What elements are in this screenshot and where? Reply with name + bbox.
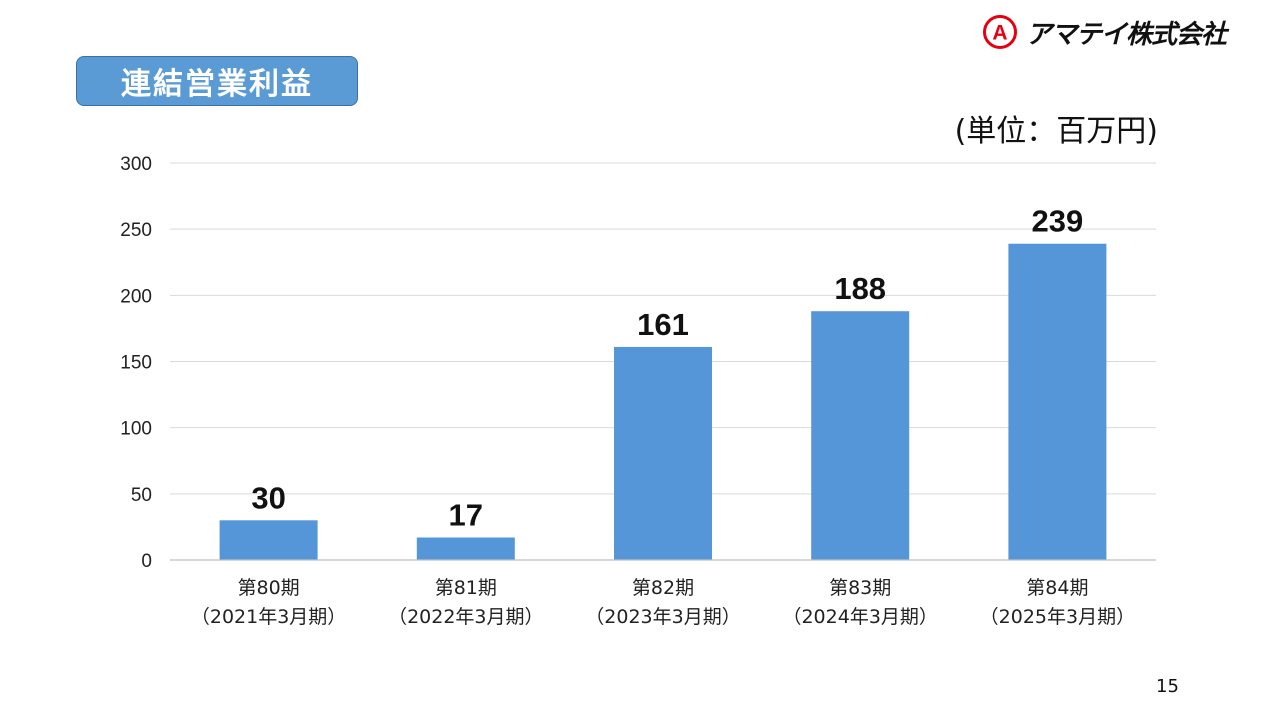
x-tick-label: 第83期 [829, 577, 891, 599]
y-tick-label: 50 [131, 485, 152, 506]
x-tick-sublabel: （2025年3月期） [980, 606, 1135, 628]
x-tick-sublabel: （2024年3月期） [782, 606, 937, 628]
page-title: 連結営業利益 [121, 67, 313, 102]
logo-text: アマテイ株式会社 [1026, 19, 1227, 50]
bar [1008, 243, 1107, 560]
page-number: 15 [1156, 676, 1179, 697]
x-tick-sublabel: （2021年3月期） [191, 606, 346, 628]
title-banner: 連結営業利益 [76, 56, 358, 106]
data-label: 161 [637, 307, 689, 342]
bar [614, 346, 712, 560]
y-tick-label: 300 [120, 154, 152, 175]
bar [416, 537, 515, 560]
y-tick-label: 100 [120, 419, 152, 440]
x-tick-label: 第82期 [632, 577, 694, 599]
logo-a-mark-icon: A [983, 15, 1017, 49]
x-tick-label: 第84期 [1026, 577, 1088, 599]
y-tick-label: 150 [120, 353, 152, 374]
y-tick-label: 200 [120, 286, 152, 307]
x-tick-sublabel: （2023年3月期） [585, 606, 740, 628]
data-label: 17 [449, 498, 483, 533]
bar [219, 520, 318, 560]
unit-label: (単位：百万円) [954, 114, 1158, 149]
y-tick-label: 250 [120, 220, 152, 241]
bar [811, 311, 910, 560]
y-tick-label: 0 [141, 551, 152, 572]
x-tick-sublabel: （2022年3月期） [388, 606, 543, 628]
data-label: 188 [834, 271, 886, 306]
data-label: 30 [251, 480, 285, 515]
data-label: 239 [1032, 204, 1084, 239]
x-tick-label: 第80期 [238, 577, 300, 599]
svg-text:A: A [992, 22, 1007, 45]
company-logo: A アマテイ株式会社 [982, 10, 1227, 54]
x-tick-label: 第81期 [435, 577, 497, 599]
